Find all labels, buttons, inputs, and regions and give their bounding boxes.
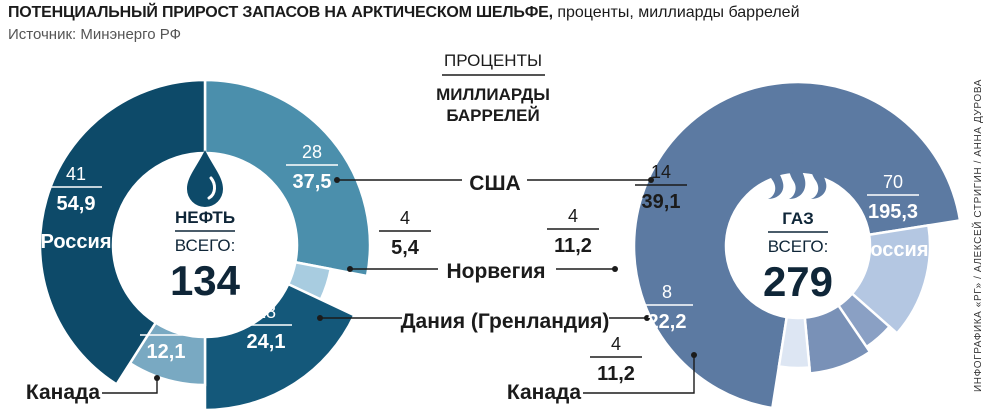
gas-flame-left [768,150,784,199]
gas-flame-middle [788,146,806,199]
gas-slice-russia [632,80,962,410]
oil-donut-hole [114,154,296,336]
gas-donut [632,80,962,410]
gas-denmark-value: 22,2 [648,311,687,333]
oil-usa-value: 37,5 [293,171,332,193]
oil-slice-denmark [203,282,356,412]
oil-drop-icon [187,150,223,207]
label-denmark: Дания (Гренландия) [401,310,610,333]
gas-donut-hole [727,175,869,317]
gas-slice-usa [850,223,932,336]
oil-drop-highlight [207,176,216,200]
leader-dot [317,315,323,321]
leader-dot [154,375,160,381]
leader-lines [102,177,697,394]
oil-canada-value: 12,1 [147,341,186,363]
chart-labels: 41 54,9 28 37,5 4 5,4 18 24,1 9 12,1 70 195,3 14 39,1… [26,51,929,404]
chart-source: Источник: Минэнерго РФ [8,26,182,43]
gas-norway-percent: 4 [568,206,578,226]
leader-dot [347,266,353,272]
legend-billion-2: БАРРЕЛЕЙ [446,106,539,125]
chart-title-units: проценты, миллиарды баррелей [552,4,800,21]
leader-dot [648,177,654,183]
chart-title: ПОТЕНЦИАЛЬНЫЙ ПРИРОСТ ЗАПАСОВ НА АРКТИЧЕ… [8,4,800,22]
leader-gas-canada [583,355,695,394]
gas-usa-percent: 14 [651,162,671,182]
oil-russia-value: 54,9 [57,193,96,215]
credit-line: ИНФОГРАФИКА «РГ» / АЛЕКСЕЙ СТРИГИН / АНН… [973,78,984,392]
leader-oil-canada [102,378,158,394]
gas-canada-percent: 4 [611,334,621,354]
oil-slice-usa [203,78,372,278]
legend-percent: ПРОЦЕНТЫ [444,51,542,70]
gas-denmark-percent: 8 [662,282,672,302]
oil-denmark-percent: 18 [256,302,276,322]
oil-total-label: ВСЕГО: [175,236,236,255]
gas-slice-canada [777,315,811,370]
label-usa: США [469,172,520,195]
gas-flame-icon [768,146,827,199]
oil-donut [38,78,372,412]
oil-name: НЕФТЬ [175,208,235,227]
gas-russia-name: Россия [857,239,928,261]
leader-dot [644,315,650,321]
gas-russia-percent: 70 [883,172,903,192]
gas-total-label: ВСЕГО: [768,237,829,256]
oil-total: 134 [170,257,241,304]
gas-russia-value: 195,3 [868,201,918,223]
legend-billion-1: МИЛЛИАРДЫ [436,85,550,104]
gas-usa-value: 39,1 [642,191,681,213]
gas-flame-right [811,150,827,199]
oil-usa-percent: 28 [302,142,322,162]
label-canada-oil: Канада [26,381,100,404]
gas-norway-value: 11,2 [554,235,592,257]
gas-total: 279 [763,258,833,305]
gas-name: ГАЗ [782,209,814,228]
oil-slice-russia [38,78,207,387]
label-norway: Норвегия [446,260,545,283]
oil-denmark-value: 24,1 [247,331,286,353]
oil-russia-percent: 41 [66,164,86,184]
leader-dot [612,266,618,272]
oil-norway-percent: 4 [400,208,410,228]
gas-canada-value: 11,2 [597,363,635,385]
leader-dot [691,352,697,358]
oil-norway-value: 5,4 [391,237,420,259]
oil-russia-name: Россия [40,231,111,253]
leader-dot [334,177,340,183]
chart-title-main: ПОТЕНЦИАЛЬНЫЙ ПРИРОСТ ЗАПАСОВ НА АРКТИЧЕ… [8,4,553,21]
oil-canada-percent: 9 [161,312,171,332]
label-canada-gas: Канада [507,381,581,404]
